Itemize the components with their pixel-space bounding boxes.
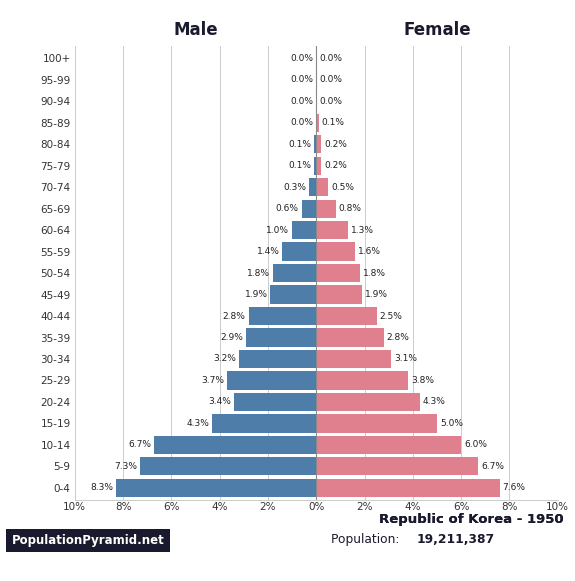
Bar: [316, 156, 321, 175]
Bar: [316, 371, 408, 390]
Bar: [316, 221, 348, 239]
Text: 1.4%: 1.4%: [256, 247, 279, 256]
Text: 3.2%: 3.2%: [213, 354, 236, 364]
Bar: [316, 135, 321, 153]
Text: 1.3%: 1.3%: [351, 225, 374, 235]
Bar: [316, 178, 328, 196]
Bar: [309, 178, 316, 196]
Text: 19,211,387: 19,211,387: [417, 533, 495, 546]
Text: 1.9%: 1.9%: [365, 290, 388, 299]
Bar: [116, 479, 316, 497]
Bar: [212, 414, 316, 432]
Text: 7.6%: 7.6%: [503, 483, 526, 492]
Bar: [234, 393, 316, 411]
Bar: [273, 264, 316, 282]
Text: Male: Male: [173, 21, 218, 39]
Text: 0.5%: 0.5%: [331, 182, 354, 192]
Text: Female: Female: [403, 21, 471, 39]
Bar: [282, 242, 316, 261]
Text: 0.8%: 0.8%: [339, 204, 362, 213]
Text: Republic of Korea - 1950: Republic of Korea - 1950: [379, 513, 564, 526]
Bar: [155, 436, 316, 454]
Text: 1.8%: 1.8%: [247, 268, 270, 278]
Text: 0.2%: 0.2%: [324, 139, 347, 149]
Text: 2.5%: 2.5%: [380, 311, 402, 321]
Text: 6.0%: 6.0%: [464, 440, 487, 449]
Text: 1.9%: 1.9%: [244, 290, 267, 299]
Bar: [316, 479, 500, 497]
Bar: [316, 457, 478, 475]
Bar: [316, 242, 355, 261]
Text: 0.6%: 0.6%: [276, 204, 299, 213]
Bar: [239, 350, 316, 368]
Bar: [227, 371, 316, 390]
Bar: [316, 199, 336, 218]
Text: Republic of Korea - 1950: Republic of Korea - 1950: [379, 513, 564, 526]
Text: 0.1%: 0.1%: [321, 118, 344, 127]
Text: 8.3%: 8.3%: [90, 483, 113, 492]
Text: 3.8%: 3.8%: [411, 376, 434, 385]
Bar: [316, 414, 437, 432]
Text: PopulationPyramid.net: PopulationPyramid.net: [12, 534, 164, 547]
Text: 0.2%: 0.2%: [324, 161, 347, 170]
Bar: [316, 436, 461, 454]
Text: 5.0%: 5.0%: [440, 419, 463, 428]
Text: 1.0%: 1.0%: [266, 225, 289, 235]
Text: 3.1%: 3.1%: [394, 354, 417, 364]
Text: 0.0%: 0.0%: [319, 76, 342, 84]
Bar: [292, 221, 316, 239]
Text: 0.1%: 0.1%: [288, 161, 311, 170]
Text: 2.8%: 2.8%: [387, 333, 409, 342]
Bar: [248, 307, 316, 325]
Bar: [316, 264, 360, 282]
Bar: [314, 135, 316, 153]
Bar: [316, 328, 384, 347]
Text: 0.0%: 0.0%: [290, 54, 313, 63]
Bar: [246, 328, 316, 347]
Bar: [316, 285, 362, 304]
Bar: [316, 350, 391, 368]
Text: 2.8%: 2.8%: [223, 311, 246, 321]
Text: 6.7%: 6.7%: [481, 462, 504, 471]
Text: 0.0%: 0.0%: [290, 118, 313, 127]
Text: 3.7%: 3.7%: [201, 376, 224, 385]
Bar: [302, 199, 316, 218]
Bar: [316, 393, 420, 411]
Bar: [140, 457, 316, 475]
Bar: [316, 307, 377, 325]
Text: 3.4%: 3.4%: [208, 397, 231, 407]
Bar: [270, 285, 316, 304]
Bar: [314, 156, 316, 175]
Text: 0.0%: 0.0%: [319, 97, 342, 106]
Text: Population:: Population:: [331, 533, 403, 546]
Text: 0.0%: 0.0%: [290, 76, 313, 84]
Text: 4.3%: 4.3%: [423, 397, 446, 407]
Text: 0.0%: 0.0%: [319, 54, 342, 63]
Text: 2.9%: 2.9%: [220, 333, 243, 342]
Text: 4.3%: 4.3%: [187, 419, 209, 428]
Text: 7.3%: 7.3%: [114, 462, 137, 471]
Text: 0.1%: 0.1%: [288, 139, 311, 149]
Text: 1.8%: 1.8%: [363, 268, 386, 278]
Text: 0.0%: 0.0%: [290, 97, 313, 106]
Text: 0.3%: 0.3%: [283, 182, 306, 192]
Text: 6.7%: 6.7%: [129, 440, 152, 449]
Bar: [316, 114, 319, 132]
Text: 1.6%: 1.6%: [358, 247, 381, 256]
